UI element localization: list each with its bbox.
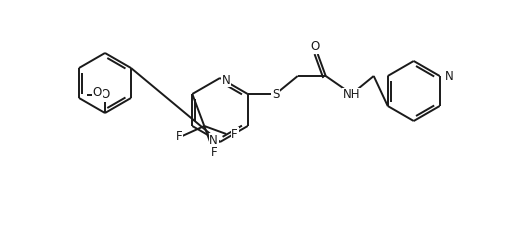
Text: NH: NH	[343, 89, 361, 101]
Text: F: F	[176, 130, 183, 144]
Text: N: N	[222, 74, 231, 86]
Text: F: F	[232, 128, 238, 140]
Text: O: O	[310, 40, 319, 54]
Text: N: N	[444, 69, 453, 83]
Text: S: S	[272, 88, 279, 100]
Text: O: O	[100, 89, 109, 101]
Text: N: N	[209, 134, 218, 147]
Text: O: O	[93, 86, 102, 99]
Text: F: F	[211, 145, 218, 159]
